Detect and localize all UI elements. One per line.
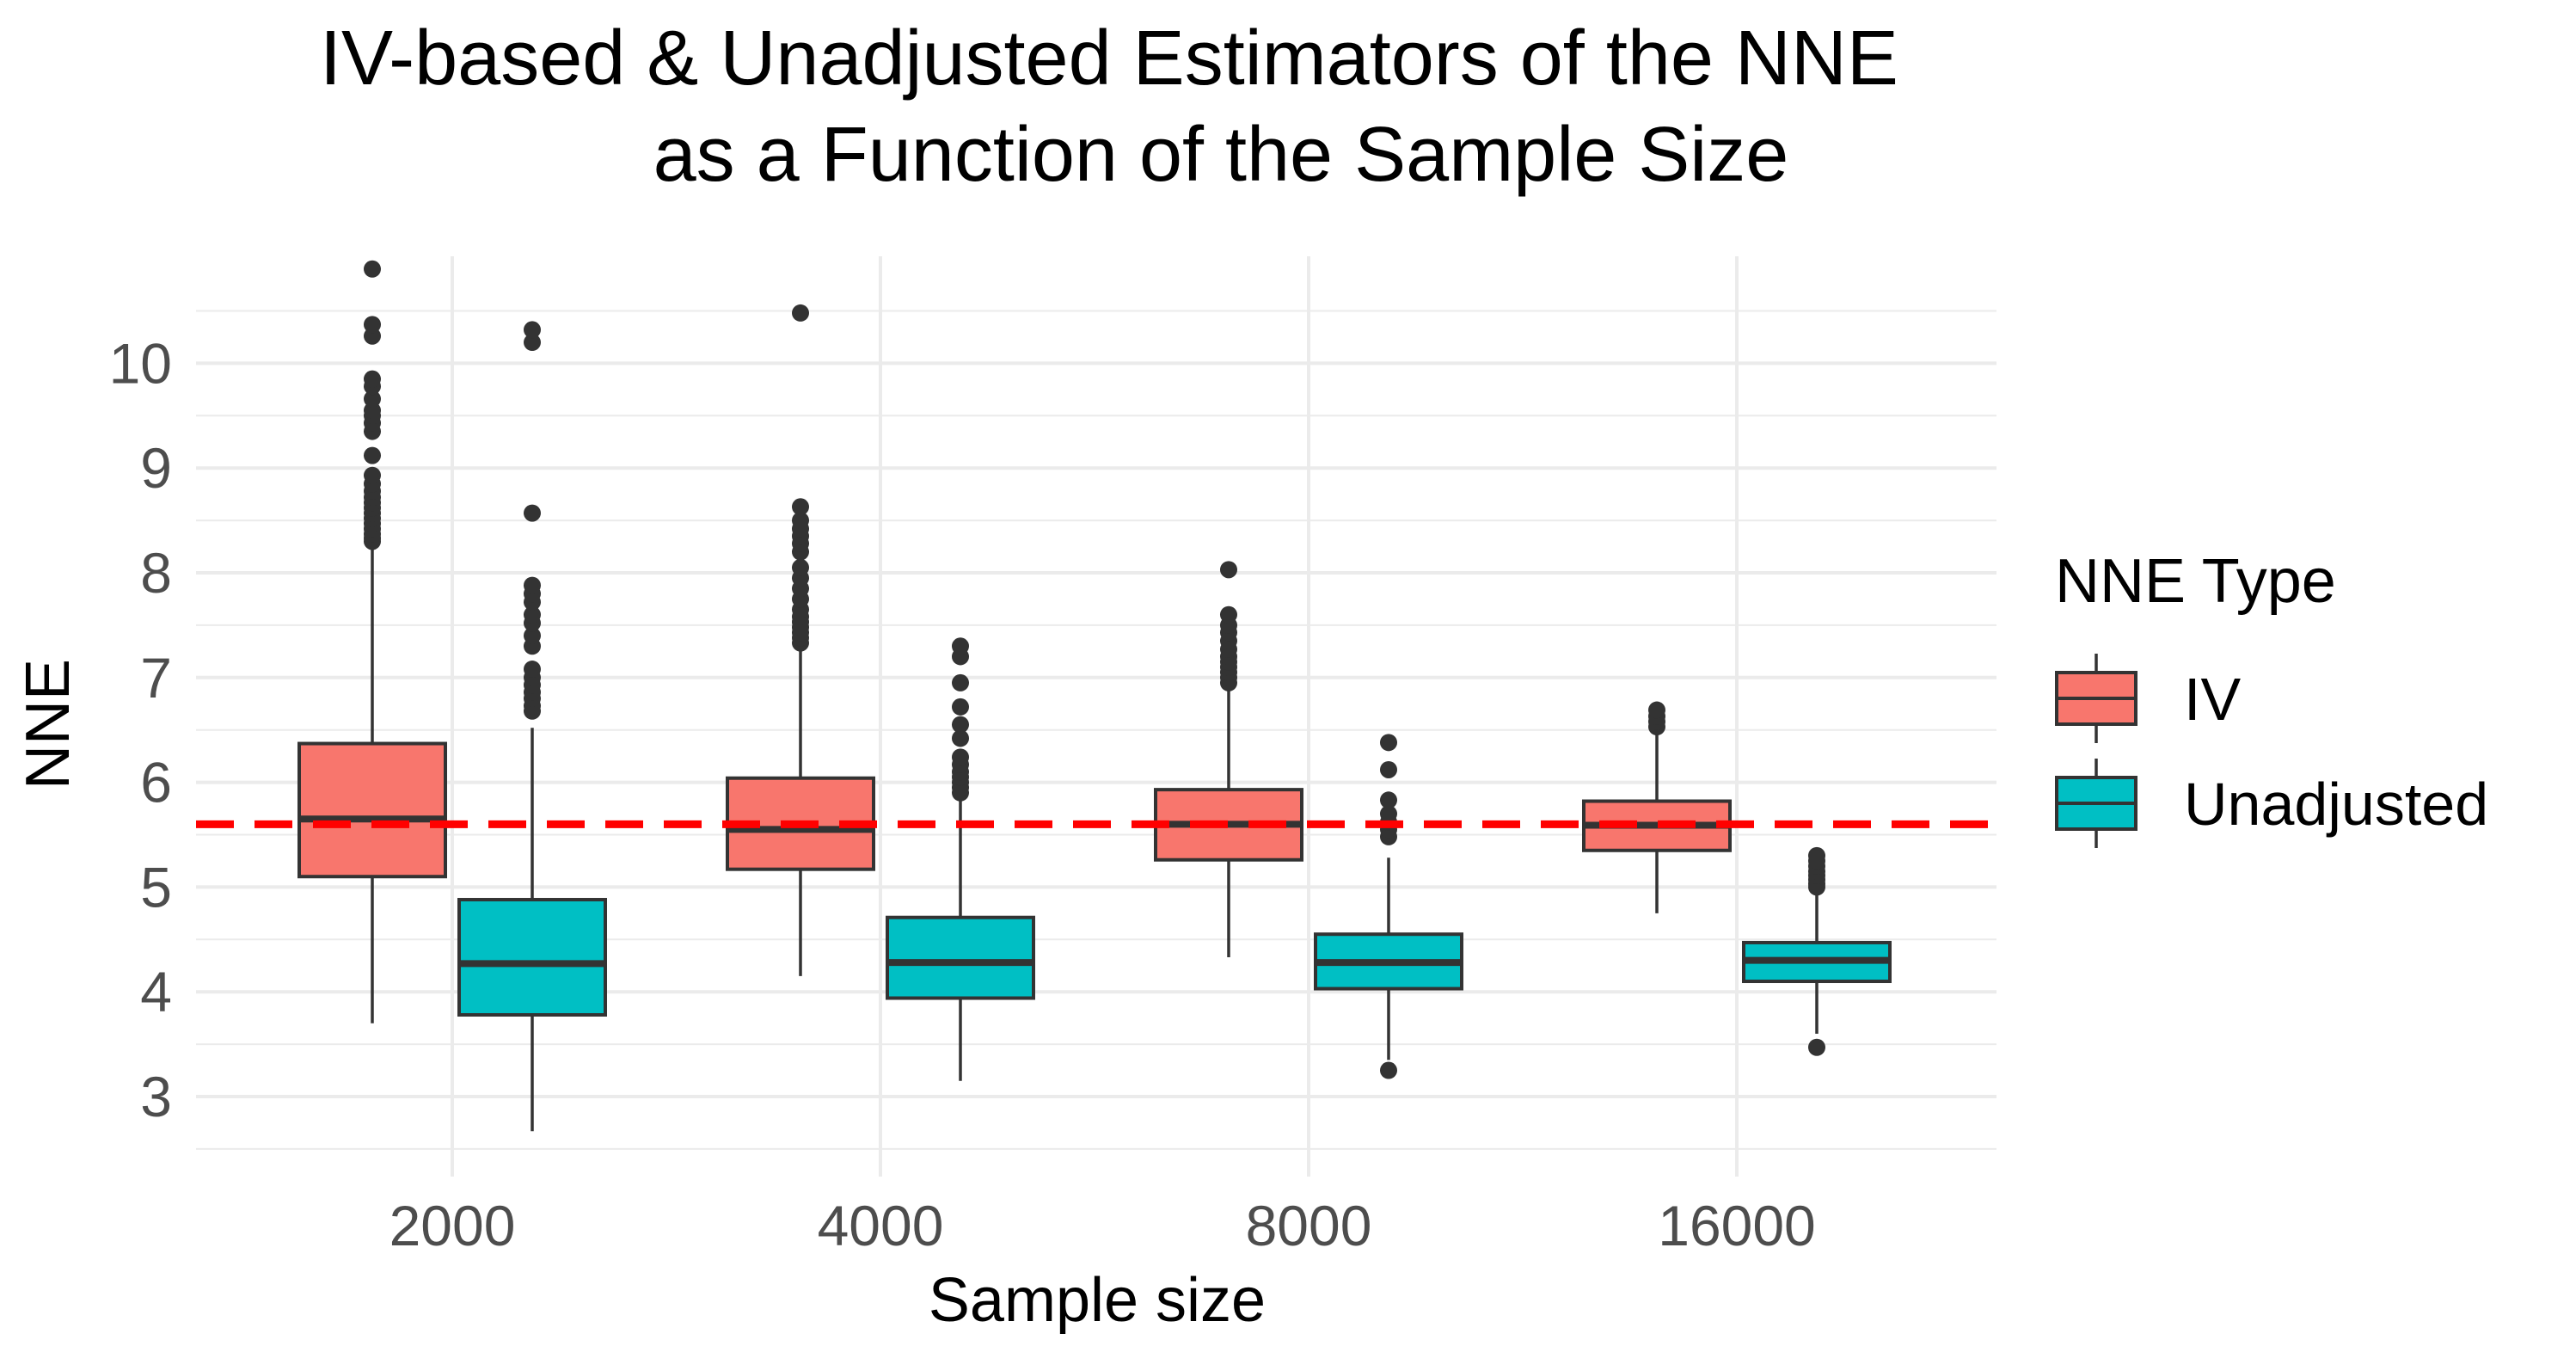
y-tick-label: 6 (140, 751, 172, 814)
x-tick-label: 4000 (818, 1194, 944, 1257)
legend-items: IV Unadjusted (2055, 654, 2488, 848)
outlier-point (524, 321, 541, 339)
outlier-point (952, 716, 969, 734)
outlier-point (524, 334, 541, 352)
legend-title: NNE Type (2055, 547, 2336, 616)
legend-item-iv: IV (2055, 654, 2241, 743)
outlier-point (1380, 1061, 1397, 1079)
box-group-unadjusted-4000 (886, 637, 1035, 1081)
x-axis-title: Sample size (929, 1266, 1266, 1335)
legend-label: IV (2184, 666, 2241, 733)
grid-lines (196, 256, 1996, 1177)
outlier-point (364, 316, 381, 334)
y-tick-label: 3 (140, 1065, 172, 1128)
outlier-point (524, 627, 541, 645)
box-iqr (457, 898, 607, 1017)
outlier-point (792, 498, 809, 516)
boxplot-layer (297, 260, 1892, 1132)
x-tick-label: 8000 (1246, 1194, 1372, 1257)
outlier-point (952, 673, 969, 691)
outlier-point (792, 304, 809, 322)
outlier-point (1380, 805, 1397, 823)
outlier-point (364, 466, 381, 484)
x-tick-label: 2000 (389, 1194, 516, 1257)
x-tick-label: 16000 (1658, 1194, 1816, 1257)
y-tick-label: 8 (140, 541, 172, 605)
outlier-point (364, 446, 381, 464)
legend-label: Unadjusted (2184, 771, 2488, 838)
outlier-point (1380, 791, 1397, 809)
outlier-point (364, 370, 381, 388)
outlier-point (1380, 734, 1397, 752)
outlier-point (1380, 760, 1397, 778)
outlier-point (952, 729, 969, 747)
outlier-point (1648, 701, 1665, 719)
legend-item-unadjusted: Unadjusted (2055, 759, 2488, 848)
y-axis-title: NNE (14, 659, 83, 790)
box-group-iv-4000 (726, 304, 875, 976)
y-tick-label: 9 (140, 436, 172, 500)
outlier-point (952, 637, 969, 655)
outlier-point (524, 605, 541, 624)
box-group-unadjusted-8000 (1314, 734, 1463, 1079)
box-group-iv-16000 (1582, 701, 1732, 913)
outlier-point (1220, 605, 1237, 624)
outlier-point (524, 661, 541, 679)
y-tick-label: 10 (109, 331, 172, 395)
y-tick-label: 4 (140, 960, 172, 1023)
box-group-iv-8000 (1154, 561, 1303, 958)
box-group-unadjusted-2000 (457, 321, 607, 1132)
legend: NNE Type IV Unadjusted (2055, 547, 2488, 848)
outlier-point (792, 558, 809, 576)
outlier-point (524, 576, 541, 594)
outlier-point (524, 504, 541, 522)
box-iqr (886, 915, 1035, 1000)
y-tick-label: 5 (140, 855, 172, 919)
outlier-point (792, 512, 809, 530)
y-axis-ticks: 3 4 5 6 7 8 9 10 (109, 331, 172, 1128)
outlier-point (1220, 561, 1237, 579)
outlier-point (364, 260, 381, 278)
box-iqr (297, 741, 447, 879)
box-group-unadjusted-16000 (1742, 846, 1892, 1056)
outlier-point (952, 748, 969, 766)
y-tick-label: 7 (140, 646, 172, 710)
chart-title-line-2: as a Function of the Sample Size (653, 112, 1789, 198)
outlier-point (1808, 1038, 1825, 1056)
chart-title-line-1: IV-based & Unadjusted Estimators of the … (320, 15, 1898, 101)
outlier-point (364, 390, 381, 408)
outlier-point (1808, 846, 1825, 864)
box-group-iv-2000 (297, 260, 447, 1023)
x-axis-ticks: 2000 4000 8000 16000 (389, 1194, 1816, 1257)
outlier-point (952, 698, 969, 716)
